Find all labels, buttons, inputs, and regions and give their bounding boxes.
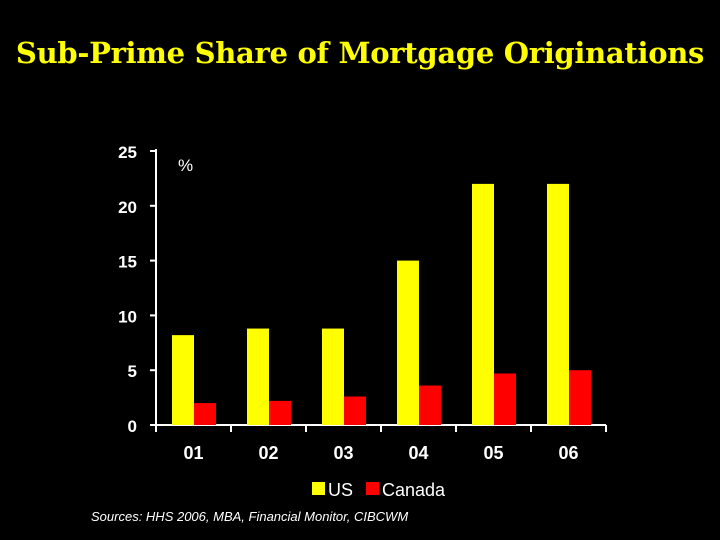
y-tick-label: 0	[128, 417, 137, 436]
legend-label-us: US	[328, 480, 353, 500]
y-tick-label: 15	[118, 253, 137, 272]
bar-canada-05	[494, 373, 516, 425]
legend-swatch-canada	[366, 482, 379, 495]
bar-us-02	[247, 328, 269, 425]
x-tick-label: 06	[558, 443, 578, 463]
x-tick-label: 03	[333, 443, 353, 463]
bar-canada-01	[194, 403, 216, 425]
legend-swatch-us	[312, 482, 325, 495]
bar-us-01	[172, 335, 194, 425]
bar-us-06	[547, 183, 569, 425]
bar-canada-04	[419, 385, 441, 425]
bar-us-03	[322, 328, 344, 425]
x-tick-label: 01	[183, 443, 203, 463]
bar-us-05	[472, 183, 494, 425]
bar-canada-03	[344, 396, 366, 425]
slide-title: Sub-Prime Share of Mortgage Originations	[15, 36, 705, 70]
x-tick-label: 02	[258, 443, 278, 463]
source-note: Sources: HHS 2006, MBA, Financial Monito…	[91, 509, 409, 524]
legend-label-canada: Canada	[382, 480, 446, 500]
x-tick-label: 05	[483, 443, 503, 463]
y-tick-label: 10	[118, 307, 137, 326]
bar-canada-06	[569, 370, 591, 425]
x-tick-label: 04	[408, 443, 428, 463]
bar-canada-02	[269, 400, 291, 425]
y-unit-label: %	[178, 156, 193, 175]
bar-us-04	[397, 260, 419, 425]
y-tick-label: 25	[118, 143, 137, 162]
y-tick-label: 20	[118, 198, 137, 217]
y-tick-label: 5	[128, 362, 137, 381]
